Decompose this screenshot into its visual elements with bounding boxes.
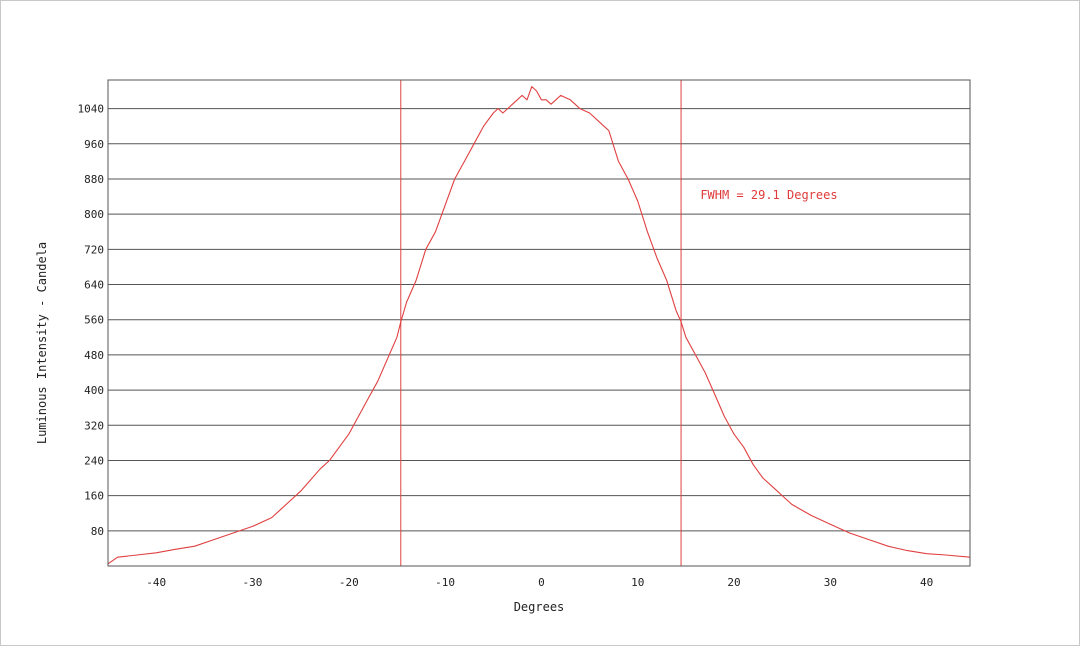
y-tick-labels: 80 160 240 320 400 480 560 640 720 800 880 960 1040 — [78, 103, 105, 538]
plot-border — [107, 79, 971, 567]
y-tick-label: 80 — [91, 525, 104, 538]
y-tick-label: 160 — [84, 490, 104, 503]
y-tick-label: 480 — [84, 349, 104, 362]
series-line-0 — [107, 86, 971, 565]
x-axis-title: Degrees — [514, 600, 565, 614]
y-tick-label: 800 — [84, 208, 104, 221]
x-tick-label: -40 — [146, 576, 166, 589]
y-tick-label: 400 — [84, 384, 104, 397]
x-tick-label: -20 — [339, 576, 359, 589]
y-tick-label: 640 — [84, 279, 104, 292]
x-tick-label: 30 — [824, 576, 837, 589]
x-tick-label: 0 — [538, 576, 545, 589]
x-tick-label: 10 — [631, 576, 644, 589]
x-tick-labels: -40 -30 -20 -10 0 10 20 30 40 — [146, 576, 933, 589]
y-tick-label: 240 — [84, 454, 104, 467]
y-axis-title: Luminous Intensity - Candela — [35, 242, 49, 444]
y-tick-label: 560 — [84, 314, 104, 327]
grid-lines — [108, 108, 970, 532]
fwhm-markers — [400, 80, 682, 566]
y-tick-label: 320 — [84, 419, 104, 432]
x-tick-label: -30 — [243, 576, 263, 589]
y-tick-label: 960 — [84, 138, 104, 151]
series-layer — [107, 86, 971, 565]
y-tick-label: 880 — [84, 173, 104, 186]
x-tick-label: 20 — [727, 576, 740, 589]
fwhm-annotation: FWHM = 29.1 Degrees — [700, 188, 837, 202]
y-tick-label: 1040 — [78, 103, 105, 116]
x-tick-label: 40 — [920, 576, 933, 589]
y-tick-label: 720 — [84, 243, 104, 256]
x-tick-label: -10 — [435, 576, 455, 589]
